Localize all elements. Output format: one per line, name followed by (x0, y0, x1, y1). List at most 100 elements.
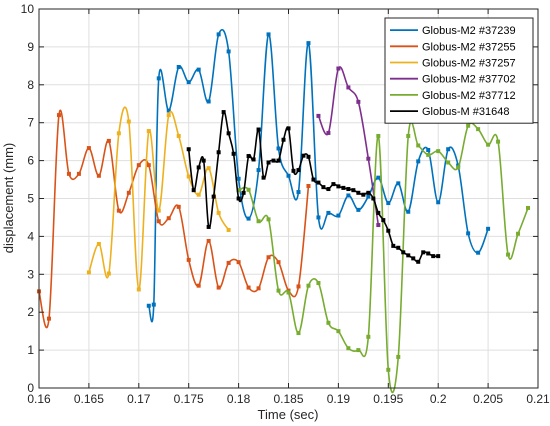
data-point-marker (316, 281, 321, 286)
y-tick-label: 2 (27, 305, 34, 319)
legend-box (384, 17, 534, 124)
x-axis-ticks: 0.16 0.165 0.17 0.175 0.18 0.185 0.19 0.195 0.2 0… (27, 9, 550, 406)
data-point-marker (346, 193, 351, 198)
x-tick-label: 0.17 (127, 392, 151, 406)
series-line (147, 28, 489, 323)
data-point-marker (486, 142, 491, 147)
data-point-marker (271, 158, 276, 163)
x-tick-label: 0.175 (174, 392, 204, 406)
data-point-marker (301, 153, 306, 158)
x-axis-label: Time (sec) (258, 407, 319, 422)
series-1 (146, 28, 491, 323)
data-point-marker (256, 286, 261, 291)
data-point-marker (346, 85, 351, 90)
data-point-marker (366, 194, 371, 199)
data-point-marker (116, 131, 121, 136)
data-point-marker (336, 184, 341, 189)
data-point-marker (166, 108, 171, 113)
data-point-marker (396, 245, 401, 250)
data-point-marker (416, 259, 421, 264)
y-tick-label: 9 (27, 40, 34, 54)
data-point-marker (376, 210, 381, 215)
y-tick-label: 8 (27, 78, 34, 92)
data-point-marker (336, 213, 341, 218)
data-point-marker (426, 152, 431, 157)
data-point-marker (286, 290, 291, 295)
data-point-marker (296, 168, 301, 173)
data-point-marker (316, 180, 321, 185)
x-tick-label: 0.21 (526, 392, 550, 406)
data-point-marker (176, 133, 181, 138)
data-point-marker (66, 171, 71, 176)
data-point-marker (206, 166, 211, 171)
data-point-marker (226, 260, 231, 265)
data-point-marker (466, 231, 471, 236)
data-point-marker (446, 160, 451, 165)
data-point-marker (166, 113, 171, 118)
data-point-marker (126, 190, 131, 195)
x-tick-label: 0.195 (373, 392, 403, 406)
data-point-marker (236, 260, 241, 265)
data-point-marker (266, 217, 271, 222)
data-point-marker (431, 254, 436, 259)
data-point-marker (376, 175, 381, 180)
data-point-marker (376, 133, 381, 138)
data-point-marker (46, 316, 51, 321)
x-tick-label: 0.165 (74, 392, 104, 406)
data-point-marker (126, 119, 131, 124)
legend-label: Globus-M2 #37255 (422, 41, 516, 53)
data-point-marker (206, 224, 211, 229)
data-point-marker (406, 209, 411, 214)
data-point-marker (356, 207, 361, 212)
data-point-marker (211, 194, 216, 199)
data-point-marker (396, 354, 401, 359)
data-point-marker (306, 41, 311, 46)
data-point-marker (306, 283, 311, 288)
data-point-marker (296, 190, 301, 195)
data-point-marker (326, 320, 331, 325)
data-point-marker (366, 334, 371, 339)
data-point-marker (231, 151, 236, 156)
legend-item: Globus-M2 #37239 (390, 25, 516, 37)
data-point-marker (346, 346, 351, 351)
data-point-marker (151, 302, 156, 307)
x-tick-label: 0.16 (27, 392, 51, 406)
data-point-marker (206, 238, 211, 243)
data-point-marker (136, 163, 141, 168)
data-point-marker (321, 185, 326, 190)
data-point-marker (496, 139, 501, 144)
data-point-marker (406, 133, 411, 138)
data-point-marker (326, 130, 331, 135)
data-point-marker (346, 187, 351, 192)
data-point-marker (196, 192, 201, 197)
data-point-marker (266, 32, 271, 37)
data-point-marker (421, 250, 426, 255)
data-point-marker (256, 127, 261, 132)
x-tick-label: 0.19 (327, 392, 351, 406)
legend-item: Globus-M2 #37702 (390, 74, 516, 86)
data-point-marker (476, 127, 481, 132)
data-point-marker (251, 157, 256, 162)
data-point-marker (356, 99, 361, 104)
data-point-marker (186, 257, 191, 262)
data-point-marker (256, 168, 261, 173)
data-point-marker (286, 126, 291, 131)
x-tick-label: 0.185 (273, 392, 303, 406)
data-point-marker (306, 183, 311, 188)
data-point-marker (276, 158, 281, 163)
data-point-marker (436, 200, 441, 205)
data-point-marker (246, 285, 251, 290)
y-axis-ticks: 0 1 2 3 4 5 6 7 8 9 10 (21, 2, 538, 395)
legend-label: Globus-M2 #37257 (422, 58, 516, 70)
y-axis-label: displacement (mm) (1, 143, 16, 254)
y-tick-label: 6 (27, 154, 34, 168)
data-point-marker (426, 147, 431, 152)
x-tick-label: 0.205 (473, 392, 503, 406)
data-point-marker (156, 76, 161, 81)
y-tick-label: 3 (27, 267, 34, 281)
data-point-marker (146, 163, 151, 168)
data-point-marker (416, 159, 421, 164)
data-point-marker (96, 173, 101, 178)
data-point-marker (406, 253, 411, 258)
data-point-marker (356, 348, 361, 353)
